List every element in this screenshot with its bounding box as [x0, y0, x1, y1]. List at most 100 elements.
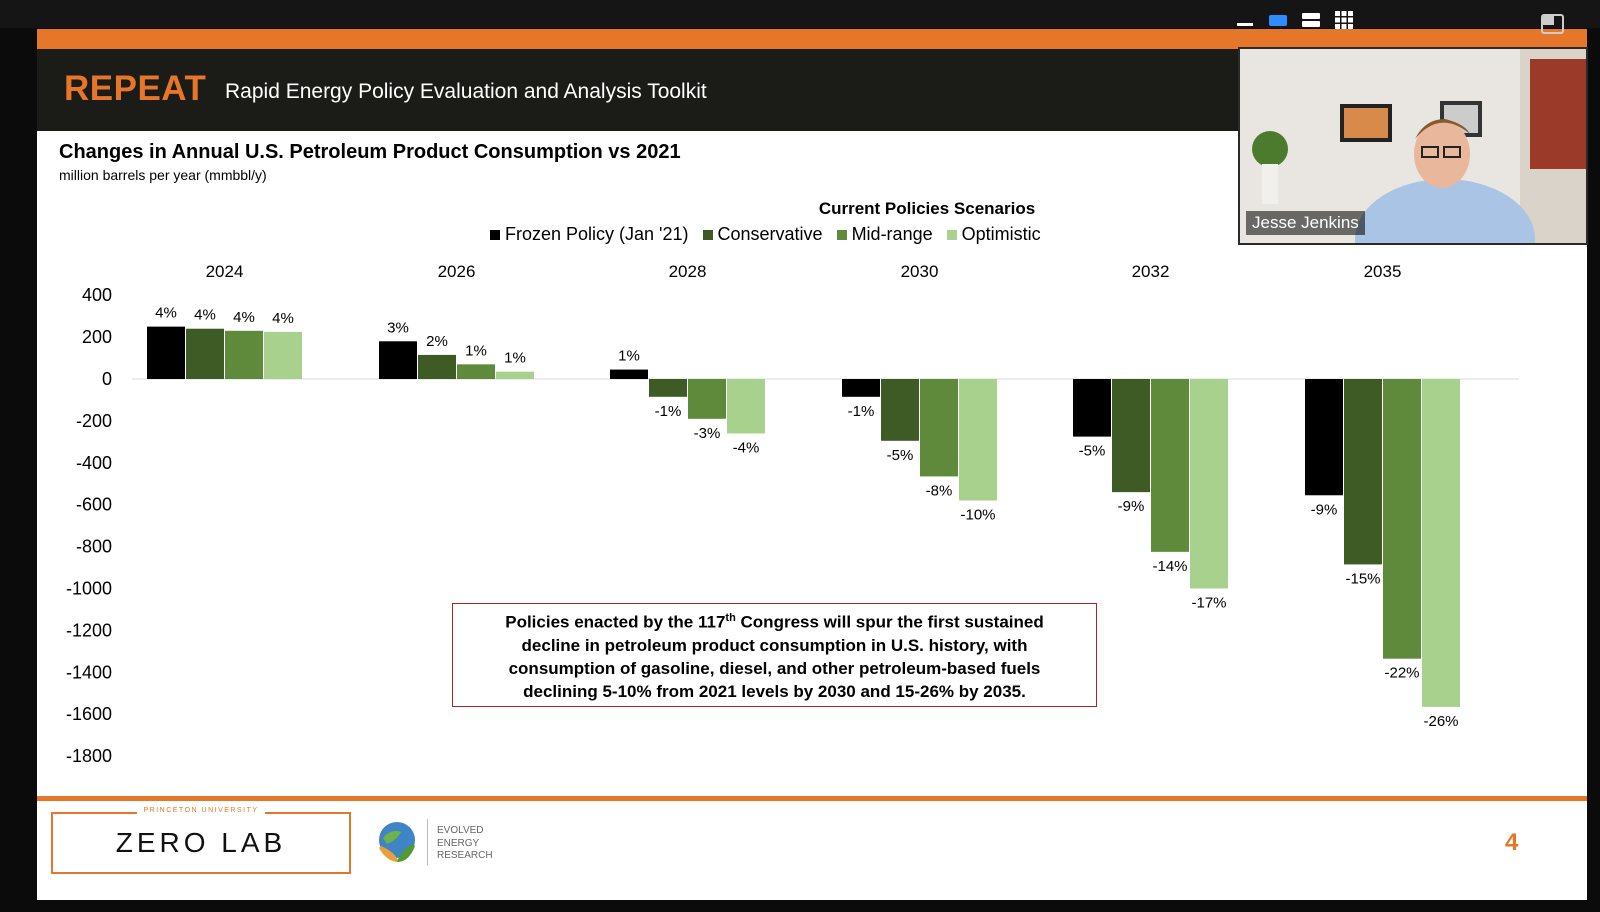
globe-leaf-icon	[379, 822, 415, 862]
data-label: 4%	[272, 310, 294, 327]
chart-title: Changes in Annual U.S. Petroleum Product…	[59, 141, 681, 163]
data-label: -26%	[1423, 713, 1458, 730]
evolved-energy-logo-text: EVOLVED ENERGY RESEARCH	[437, 825, 493, 861]
y-tick-label: -400	[76, 453, 112, 473]
chart-units: million barrels per year (mmbbl/y)	[59, 167, 267, 183]
data-label: -17%	[1191, 595, 1226, 612]
bar	[1112, 379, 1150, 493]
bar	[1422, 379, 1460, 707]
y-tick-label: 0	[102, 369, 112, 389]
data-label: -3%	[694, 425, 721, 442]
minimize-icon[interactable]	[1234, 10, 1255, 30]
gallery-view-icon[interactable]	[1333, 10, 1354, 30]
data-label: 4%	[155, 305, 177, 322]
brand-title: REPEAT	[64, 69, 207, 108]
data-label: -5%	[887, 447, 914, 464]
legend-item-optimistic: Optimistic	[946, 224, 1041, 245]
chart-legend: Frozen Policy (Jan '21) Conservative Mid…	[490, 224, 1041, 245]
y-tick-label: -600	[76, 495, 112, 515]
footer-accent-line	[37, 796, 1587, 801]
bar	[147, 326, 185, 379]
y-tick-label: -1000	[66, 579, 112, 599]
maximize-icon[interactable]	[1541, 14, 1564, 34]
data-label: 4%	[194, 307, 216, 324]
stack-view-icon[interactable]	[1300, 10, 1321, 30]
bar	[649, 379, 687, 397]
speaker-view-icon[interactable]	[1267, 10, 1288, 30]
legend-swatch-frozen	[490, 229, 500, 240]
bar	[610, 369, 648, 379]
bar	[1073, 379, 1111, 437]
bar	[842, 379, 880, 397]
legend-item-conservative: Conservative	[702, 224, 823, 245]
princeton-label: PRINCETON UNIVERSITY	[137, 807, 265, 814]
zero-lab-logo: PRINCETON UNIVERSITY ZERO LAB	[51, 807, 351, 874]
view-controls	[1234, 10, 1354, 30]
bar-chart: 400 200 0 -200 -400 -600 -800 -1000 -1200 -1400 -1…	[66, 262, 1519, 766]
legend-label-conservative: Conservative	[717, 224, 823, 244]
bar	[920, 379, 958, 477]
data-label: 1%	[618, 348, 640, 365]
bar	[418, 354, 456, 379]
data-label: -10%	[960, 507, 995, 524]
y-tick-label: -800	[76, 537, 112, 557]
y-tick-label: 200	[82, 327, 112, 347]
legend-item-frozen: Frozen Policy (Jan '21)	[490, 224, 689, 245]
legend-label-midrange: Mid-range	[851, 224, 933, 244]
header-accent-strip	[37, 29, 1587, 49]
data-label: -1%	[848, 403, 875, 420]
data-label: 2%	[426, 333, 448, 350]
bar	[1151, 379, 1189, 552]
category-label: 2024	[206, 262, 244, 281]
category-label: 2035	[1364, 262, 1402, 281]
bar	[379, 341, 417, 379]
legend-swatch-midrange	[836, 229, 847, 240]
bar	[727, 379, 765, 434]
data-label: -9%	[1118, 498, 1145, 515]
callout-box: Policies enacted by the 117th Congress w…	[452, 603, 1097, 707]
bar	[225, 330, 263, 379]
brand-subtitle: Rapid Energy Policy Evaluation and Analy…	[225, 80, 707, 103]
bar	[457, 364, 495, 379]
y-tick-label: -1400	[66, 662, 112, 682]
data-label: 1%	[465, 342, 487, 359]
data-label: -15%	[1345, 570, 1380, 587]
legend-swatch-conservative	[702, 229, 713, 240]
page-number: 4	[1505, 829, 1519, 856]
y-tick-label: -1800	[66, 746, 112, 766]
data-label: -9%	[1311, 501, 1338, 518]
data-label: 3%	[387, 319, 409, 336]
category-label: 2032	[1132, 262, 1170, 281]
legend-title: Current Policies Scenarios	[818, 199, 1036, 218]
data-label: -1%	[655, 403, 682, 420]
participant-name: Jesse Jenkins	[1246, 211, 1365, 235]
data-label: -5%	[1079, 443, 1106, 460]
participant-video-tile[interactable]: Jesse Jenkins	[1238, 47, 1588, 245]
video-feed-image	[1240, 49, 1586, 243]
bar	[1344, 379, 1382, 565]
bar	[688, 379, 726, 419]
bar	[1190, 379, 1228, 589]
bar	[881, 379, 919, 441]
bar	[1305, 379, 1343, 496]
data-label: -8%	[926, 482, 953, 499]
y-tick-label: -1600	[66, 704, 112, 724]
data-label: -14%	[1152, 558, 1187, 575]
legend-item-midrange: Mid-range	[836, 224, 933, 245]
bar	[264, 331, 302, 379]
category-label: 2026	[438, 262, 476, 281]
category-label: 2028	[669, 262, 707, 281]
top-window-bar	[0, 0, 1600, 28]
data-label: 1%	[504, 350, 526, 367]
bar	[186, 328, 224, 379]
bar	[959, 379, 997, 501]
data-label: 4%	[233, 309, 255, 326]
zero-lab-label: ZERO LAB	[115, 827, 287, 858]
y-tick-label: -200	[76, 411, 112, 431]
logo-divider	[427, 819, 428, 865]
legend-label-optimistic: Optimistic	[961, 224, 1041, 244]
bar	[496, 371, 534, 379]
y-tick-label: 400	[82, 285, 112, 305]
data-label: -4%	[733, 439, 760, 456]
y-tick-label: -1200	[66, 620, 112, 640]
